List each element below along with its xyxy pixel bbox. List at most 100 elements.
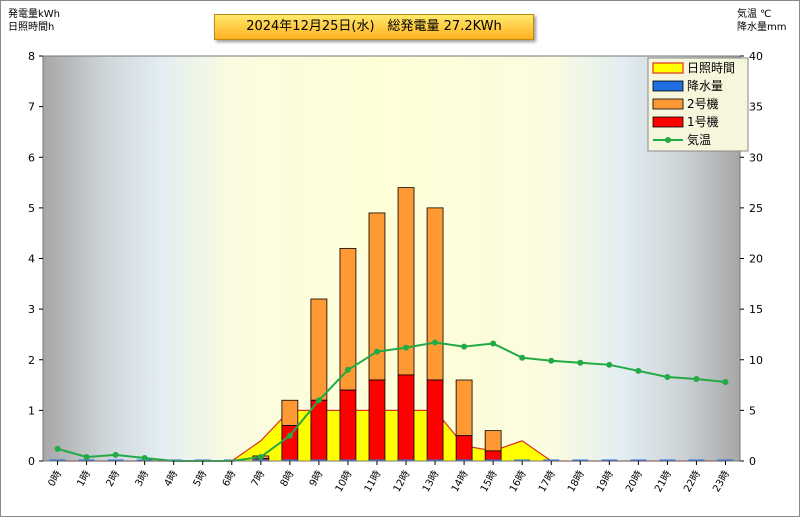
- x-tick-label-3: 3時: [133, 469, 152, 489]
- bar-unit1-11: [368, 379, 386, 462]
- x-tick-label-11: 11時: [362, 469, 384, 495]
- x-tick-label-4: 4時: [162, 469, 181, 489]
- x-tick-label-17: 17時: [536, 469, 558, 495]
- bar-unit2-14: [455, 379, 473, 437]
- bar-unit2-8: [281, 399, 299, 426]
- temperature-point-9: [315, 397, 322, 404]
- rain-bar-16: [514, 459, 531, 461]
- rain-bar-8: [281, 459, 298, 461]
- right-tick-label-0: 0: [749, 455, 756, 468]
- rain-bar-9: [310, 459, 327, 461]
- right-tick-label-6: 30: [749, 151, 763, 164]
- temperature-point-7: [257, 453, 264, 460]
- bar-unit1-14: [455, 435, 473, 462]
- legend-swatch-3: [652, 116, 684, 128]
- bar-unit1-15: [484, 450, 502, 462]
- temperature-point-18: [577, 359, 584, 366]
- rain-bar-18: [572, 459, 589, 461]
- legend-label-2: 2号機: [687, 96, 719, 111]
- right-tick-label-3: 15: [749, 303, 763, 316]
- legend-label-1: 降水量: [687, 79, 723, 93]
- x-tick-label-8: 8時: [278, 469, 297, 489]
- left-axis-title: 発電量kWh 日照時間h: [8, 9, 61, 33]
- rain-bar-1: [78, 459, 95, 461]
- x-tick-label-14: 14時: [449, 469, 471, 495]
- left-tick-label-8: 8: [28, 50, 35, 63]
- rain-bar-14: [456, 459, 473, 461]
- rain-bar-0: [49, 459, 66, 461]
- x-tick-label-12: 12時: [391, 469, 413, 495]
- legend-label-4: 気温: [687, 132, 711, 147]
- bar-unit1-9: [310, 399, 328, 462]
- chart-title: 2024年12月25日(水) 総発電量 27.2KWh: [214, 14, 534, 40]
- right-axis-title: 気温 ℃ 降水量mm: [737, 9, 787, 33]
- temperature-point-14: [461, 343, 468, 350]
- x-tick-label-23: 23時: [710, 469, 732, 495]
- rain-bar-19: [601, 459, 618, 461]
- right-tick-label-8: 40: [749, 50, 763, 63]
- x-tick-label-19: 19時: [594, 469, 616, 495]
- temperature-point-17: [548, 357, 555, 364]
- bar-unit2-9: [310, 298, 328, 401]
- left-tick-label-0: 0: [28, 455, 35, 468]
- temperature-point-16: [519, 354, 526, 361]
- temperature-point-23: [722, 379, 729, 386]
- temperature-point-22: [693, 375, 700, 382]
- x-tick-label-2: 2時: [104, 469, 123, 489]
- left-tick-label-4: 4: [28, 253, 35, 266]
- temperature-point-19: [606, 361, 613, 368]
- temperature-point-15: [490, 340, 497, 347]
- rain-bar-22: [688, 459, 705, 461]
- temperature-point-21: [664, 373, 671, 380]
- left-tick-label-2: 2: [28, 354, 35, 367]
- rain-bar-21: [659, 459, 676, 461]
- right-tick-label-1: 5: [749, 404, 756, 417]
- legend-swatch-1: [652, 80, 684, 92]
- rain-bar-17: [543, 459, 560, 461]
- x-tick-label-6: 6時: [220, 469, 239, 489]
- right-tick-label-4: 20: [749, 253, 763, 266]
- temperature-point-1: [83, 453, 90, 460]
- left-tick-label-3: 3: [28, 303, 35, 316]
- temperature-point-11: [373, 348, 380, 355]
- temperature-point-10: [344, 366, 351, 373]
- x-tick-label-10: 10時: [333, 469, 355, 495]
- sunshine-area: [57, 410, 726, 461]
- rain-bar-13: [427, 459, 444, 461]
- x-tick-label-22: 22時: [681, 469, 703, 495]
- temperature-point-3: [141, 454, 148, 461]
- rain-bar-10: [339, 459, 356, 461]
- rain-bar-23: [717, 459, 734, 461]
- bar-unit2-13: [426, 207, 444, 381]
- rain-bar-7: [252, 459, 269, 461]
- bar-unit1-13: [426, 379, 444, 462]
- right-tick-label-7: 35: [749, 101, 763, 114]
- rain-bar-15: [485, 459, 502, 461]
- left-tick-label-1: 1: [28, 404, 35, 417]
- temperature-point-13: [432, 339, 439, 346]
- x-tick-label-16: 16時: [507, 469, 529, 495]
- rain-bar-20: [630, 459, 647, 461]
- legend-label-0: 日照時間: [687, 61, 735, 75]
- temperature-point-20: [635, 367, 642, 374]
- rain-bar-2: [107, 459, 124, 461]
- bar-unit1-12: [397, 374, 415, 462]
- x-tick-label-0: 0時: [46, 469, 65, 489]
- temperature-point-2: [112, 451, 119, 458]
- temperature-point-8: [286, 432, 293, 439]
- bar-unit1-8: [281, 425, 299, 462]
- legend-label-3: 1号機: [687, 114, 719, 129]
- x-tick-label-21: 21時: [652, 469, 674, 495]
- x-tick-label-7: 7時: [249, 469, 268, 489]
- bar-unit2-15: [484, 430, 502, 452]
- legend-marker-4: [665, 137, 671, 143]
- legend-swatch-2: [652, 98, 684, 110]
- left-tick-label-5: 5: [28, 202, 35, 215]
- temperature-line: [57, 341, 726, 462]
- x-tick-label-9: 9時: [307, 469, 326, 489]
- legend-swatch-0: [652, 62, 684, 74]
- x-tick-label-13: 13時: [420, 469, 442, 495]
- x-tick-label-18: 18時: [565, 469, 587, 495]
